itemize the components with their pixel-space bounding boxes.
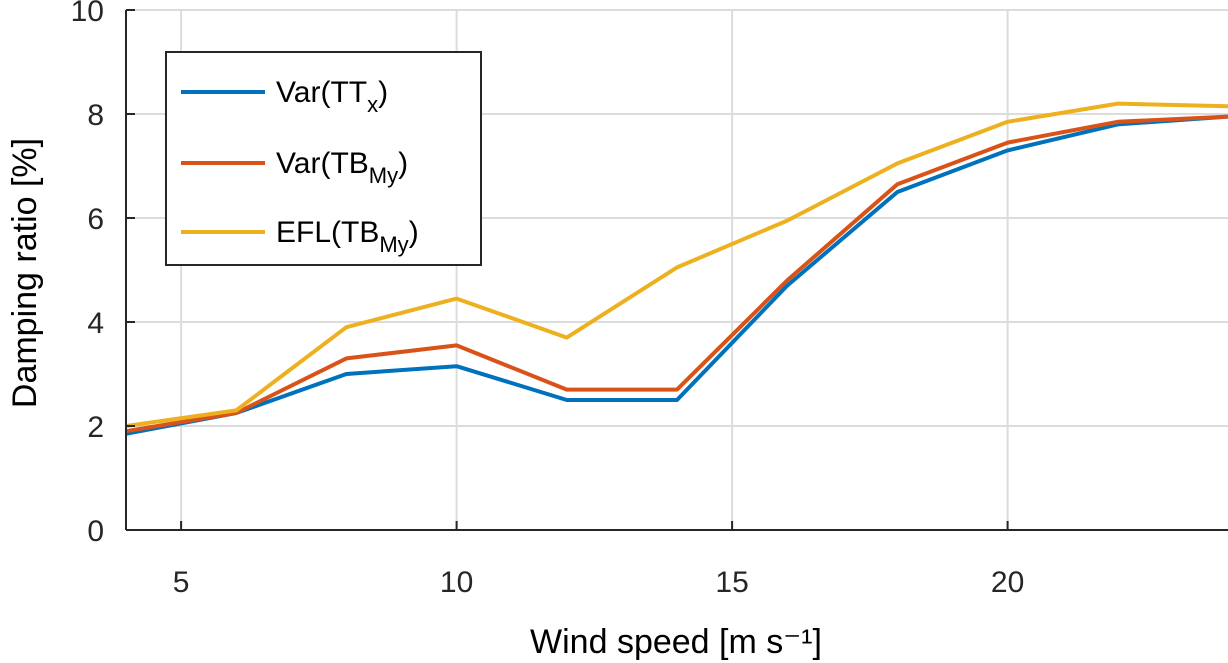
series-line-2	[125, 114, 1228, 434]
x-tick-label: 20	[991, 566, 1024, 599]
y-tick-label: 4	[87, 307, 104, 340]
legend: Var(TTx) Var(TBMy) EFL(TBMy)	[165, 51, 482, 266]
legend-label-1: Var(TTx)	[276, 76, 388, 117]
legend-box	[165, 51, 482, 266]
series-line-1	[125, 114, 1228, 436]
y-tick-label: 10	[71, 0, 104, 28]
y-axis-title: Damping ratio [%]	[6, 138, 44, 408]
axes	[125, 9, 1228, 531]
legend-label-3: EFL(TBMy)	[276, 216, 419, 257]
series-line-3	[125, 101, 1228, 428]
y-tick-label: 0	[87, 515, 104, 548]
y-tick-label: 8	[87, 99, 104, 132]
x-axis-title: Wind speed [m s⁻¹]	[530, 623, 822, 661]
legend-label-2: Var(TBMy)	[276, 147, 408, 188]
y-tick-label: 2	[87, 411, 104, 444]
series-lines	[125, 101, 1228, 436]
x-tick-label: 15	[715, 566, 748, 599]
tick-labels: 5 10 15 20 0 2 4 6 8 10	[71, 0, 1025, 599]
x-tick-label: 5	[173, 566, 190, 599]
x-tick-label: 10	[440, 566, 473, 599]
y-tick-label: 6	[87, 203, 104, 236]
